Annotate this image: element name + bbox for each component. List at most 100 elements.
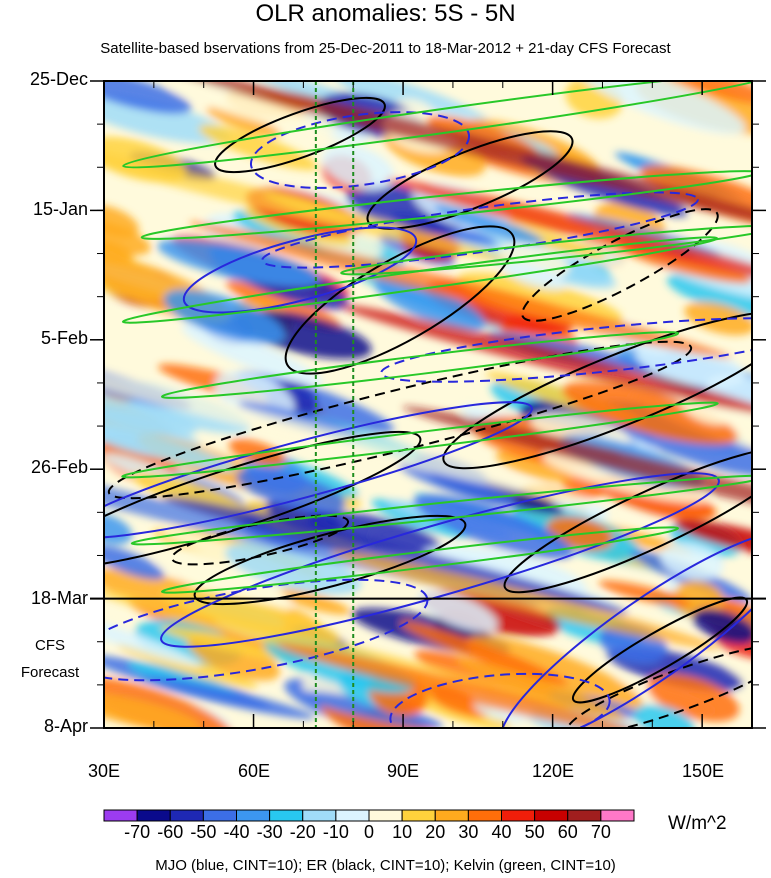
x-tick-label: 150E <box>681 761 725 781</box>
olr-anomaly-patch <box>413 494 574 559</box>
olr-anomaly-patch <box>371 498 472 539</box>
olr-anomaly-patch <box>157 239 321 287</box>
olr-anomaly-patch <box>398 462 517 507</box>
colorbar-swatch <box>169 809 204 822</box>
olr-anomaly-patch <box>562 381 738 445</box>
x-tick-label: 60E <box>237 761 271 781</box>
chart-subtitle: Satellite-based bservations from 25-Dec-… <box>100 40 671 57</box>
mjo-contour <box>389 672 611 728</box>
olr-anomaly-patch <box>495 451 574 482</box>
olr-anomaly-patch <box>181 324 324 386</box>
colorbar-swatch <box>368 809 403 822</box>
overlay-legend: MJO (blue, CINT=10); ER (black, CINT=10)… <box>155 857 616 874</box>
mjo-contour <box>182 226 418 314</box>
colorbar-label: 0 <box>363 822 374 842</box>
colorbar-label: 10 <box>392 822 413 842</box>
chart-title: OLR anomalies: 5S - 5N <box>255 0 516 27</box>
cfs-label: CFS <box>35 637 65 654</box>
colorbar-label: -70 <box>124 822 151 842</box>
olr-anomaly-patch <box>168 82 336 136</box>
olr-anomaly-patch <box>104 395 198 435</box>
kelvin-contour <box>122 81 752 169</box>
mjo-contour <box>499 530 752 728</box>
colorbar-swatch <box>269 809 304 822</box>
colorbar-label: -60 <box>157 822 184 842</box>
colorbar-swatch <box>567 809 602 822</box>
olr-anomaly-patch <box>140 676 315 719</box>
olr-anomaly-patch <box>322 144 395 191</box>
er-contour <box>193 514 467 606</box>
mjo-contour <box>160 472 720 648</box>
x-tick-label: 90E <box>386 761 420 781</box>
olr-anomaly-patch <box>104 239 134 263</box>
olr-anomaly-patch <box>104 611 202 667</box>
olr-anomaly-patch <box>104 424 237 472</box>
olr-anomaly-patch <box>163 289 285 344</box>
kelvin-contour <box>160 331 680 399</box>
er-contour <box>366 130 574 230</box>
colorbar-label: 30 <box>458 822 479 842</box>
x-tick-label: 30E <box>87 761 121 781</box>
olr-anomaly-patch <box>598 580 691 607</box>
y-tick-label: 26-Feb <box>30 457 88 477</box>
olr-anomaly-patch <box>104 220 151 256</box>
olr-anomaly-patch <box>659 81 752 106</box>
kelvin-contour <box>340 224 752 276</box>
olr-anomaly-band <box>104 138 509 262</box>
kelvin-contour <box>140 170 752 240</box>
er-contour <box>571 596 749 704</box>
er-contour <box>521 208 719 322</box>
olr-anomaly-patch <box>206 106 282 137</box>
kelvin-contour <box>160 526 680 594</box>
mjo-contour <box>104 401 533 539</box>
colorbar-swatch <box>534 809 569 822</box>
olr-anomaly-patch <box>573 81 746 134</box>
olr-anomaly-band <box>402 406 752 534</box>
colorbar-label: 70 <box>590 822 611 842</box>
er-contour <box>214 96 386 174</box>
colorbar-swatch <box>202 809 237 822</box>
olr-anomaly-patch <box>198 124 318 171</box>
er-contour <box>442 310 752 470</box>
colorbar-label: -10 <box>322 822 349 842</box>
olr-anomaly-patch <box>104 81 192 114</box>
kelvin-contour <box>130 474 752 546</box>
colorbar-swatch <box>335 809 370 822</box>
olr-shading <box>104 81 752 728</box>
reference-lines <box>314 81 355 728</box>
colorbar-swatch <box>302 809 337 822</box>
colorbar-label: 40 <box>491 822 512 842</box>
colorbar-swatch <box>136 809 171 822</box>
olr-anomaly-patch <box>400 621 569 686</box>
plot-frame <box>103 80 753 729</box>
y-tick-label: 18-Mar <box>30 588 88 608</box>
colorbar-swatch <box>401 809 436 822</box>
kelvin-contour <box>121 401 719 479</box>
olr-anomaly-patch <box>300 691 444 728</box>
olr-anomaly-patch <box>104 93 231 144</box>
olr-anomaly-patch <box>549 497 609 520</box>
x-tick-label: 120E <box>531 761 575 781</box>
colorbar-label: -30 <box>256 822 283 842</box>
units-label: W/m^2 <box>668 813 727 834</box>
olr-anomaly-patch <box>104 204 139 238</box>
mjo-contour <box>249 111 471 189</box>
colorbar-swatch <box>103 809 138 822</box>
olr-anomaly-band <box>188 221 733 359</box>
olr-anomaly-patch <box>306 510 441 554</box>
olr-anomaly-patch <box>236 468 346 513</box>
olr-anomaly-band <box>331 550 720 650</box>
colorbar-label: -40 <box>223 822 250 842</box>
colorbar-swatch <box>501 809 536 822</box>
y-tick-label: 15-Jan <box>32 199 88 219</box>
olr-anomaly-patch <box>667 272 752 320</box>
olr-anomaly-patch <box>692 608 752 644</box>
colorbar-label: 60 <box>557 822 578 842</box>
olr-anomaly-patch <box>104 691 202 728</box>
olr-anomaly-patch <box>417 590 498 632</box>
y-tick-label: 25-Dec <box>29 69 88 89</box>
er-contour <box>503 446 752 594</box>
olr-anomaly-patch <box>104 545 165 580</box>
